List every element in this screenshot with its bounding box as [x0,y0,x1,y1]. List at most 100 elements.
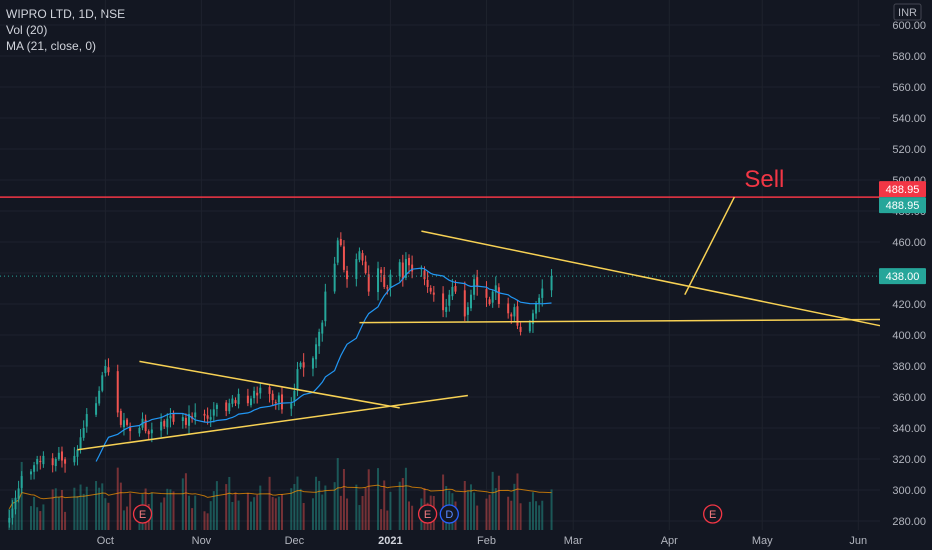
candle-body[interactable] [510,314,513,317]
candle-body[interactable] [494,285,497,293]
candle-body[interactable] [209,417,212,420]
candle-body[interactable] [51,458,54,466]
candle-body[interactable] [246,395,249,404]
candle-body[interactable] [129,426,132,432]
event-marker[interactable] [439,504,459,524]
candle-body[interactable] [401,262,404,280]
candle-body[interactable] [150,429,153,434]
candle-body[interactable] [14,497,17,510]
candle-body[interactable] [318,331,321,347]
candle-body[interactable] [206,415,209,419]
candle-body[interactable] [126,419,129,425]
candle-body[interactable] [346,270,349,280]
candle-body[interactable] [398,262,401,277]
candle-body[interactable] [253,390,256,399]
sell-annotation[interactable]: Sell [744,166,784,193]
candle-body[interactable] [33,465,36,472]
candle-body[interactable] [147,431,150,435]
symbol-title[interactable]: WIPRO LTD, 1D, NSE [6,7,126,21]
candle-body[interactable] [203,413,206,416]
candle-body[interactable] [184,417,187,425]
candle-body[interactable] [538,297,541,303]
candle-body[interactable] [463,290,466,317]
candle-body[interactable] [429,287,432,292]
candle-body[interactable] [160,421,163,431]
candle-body[interactable] [73,455,76,463]
triangle-2-base-trendline[interactable] [359,318,881,324]
candle-body[interactable] [528,322,531,332]
candle-body[interactable] [404,259,407,278]
candle-body[interactable] [541,288,544,298]
candle-body[interactable] [466,307,469,315]
candle-body[interactable] [104,366,107,374]
event-marker[interactable] [703,504,723,524]
candle-body[interactable] [249,398,252,406]
candle-body[interactable] [119,410,122,425]
candle-body[interactable] [274,402,277,404]
candle-body[interactable] [364,261,367,273]
candle-body[interactable] [454,285,457,292]
candle-body[interactable] [172,413,175,422]
candle-body[interactable] [380,269,383,273]
candle-body[interactable] [476,277,479,287]
candle-body[interactable] [358,251,361,260]
candle-body[interactable] [277,395,280,403]
candle-body[interactable] [228,403,231,412]
candle-body[interactable] [469,294,472,309]
candle-body[interactable] [98,390,101,404]
candle-body[interactable] [181,417,184,421]
candle-body[interactable] [342,246,345,270]
candle-body[interactable] [57,452,60,460]
candle-body[interactable] [442,293,445,311]
candle-body[interactable] [271,393,274,401]
candle-body[interactable] [194,412,197,418]
candle-body[interactable] [290,403,293,409]
candle-body[interactable] [188,414,191,426]
candle-body[interactable] [138,428,141,434]
triangle-1-upper-trendline[interactable] [139,360,400,409]
candle-body[interactable] [8,517,11,523]
candle-body[interactable] [550,276,553,291]
candle-body[interactable] [302,362,305,368]
candle-body[interactable] [299,362,302,367]
candle-body[interactable] [280,394,283,410]
currency-badge[interactable] [893,3,922,21]
candle-body[interactable] [107,367,110,373]
candle-body[interactable] [516,306,519,326]
time-axis[interactable] [0,530,932,550]
candle-body[interactable] [448,294,451,306]
ma-indicator-label[interactable]: MA (21, close, 0) [6,39,97,53]
candle-body[interactable] [324,291,327,322]
candle-body[interactable] [20,476,23,488]
candle-body[interactable] [42,455,45,465]
candle-body[interactable] [423,270,426,280]
candle-body[interactable] [234,400,237,404]
candle-body[interactable] [321,322,324,334]
candle-body[interactable] [432,292,435,295]
candle-body[interactable] [296,369,299,390]
candle-body[interactable] [488,299,491,304]
candle-body[interactable] [531,313,534,324]
candle-body[interactable] [293,390,296,402]
candle-body[interactable] [268,387,271,394]
candle-body[interactable] [361,253,364,261]
candle-body[interactable] [169,415,172,419]
event-marker[interactable] [417,504,438,524]
candle-body[interactable] [64,459,67,464]
candle-body[interactable] [212,409,215,416]
candle-body[interactable] [215,404,218,409]
candle-body[interactable] [389,274,392,288]
candle-body[interactable] [225,402,228,411]
triangle-2-upper-trendline[interactable] [421,230,881,327]
candle-body[interactable] [85,414,88,427]
candle-body[interactable] [144,419,147,432]
candle-body[interactable] [336,240,339,263]
candle-body[interactable] [315,344,318,360]
candle-body[interactable] [60,451,63,461]
candle-body[interactable] [383,274,386,287]
volume-indicator-label[interactable]: Vol (20) [6,23,48,37]
candle-body[interactable] [408,257,411,266]
candle-body[interactable] [29,471,32,475]
event-marker[interactable] [132,504,153,524]
